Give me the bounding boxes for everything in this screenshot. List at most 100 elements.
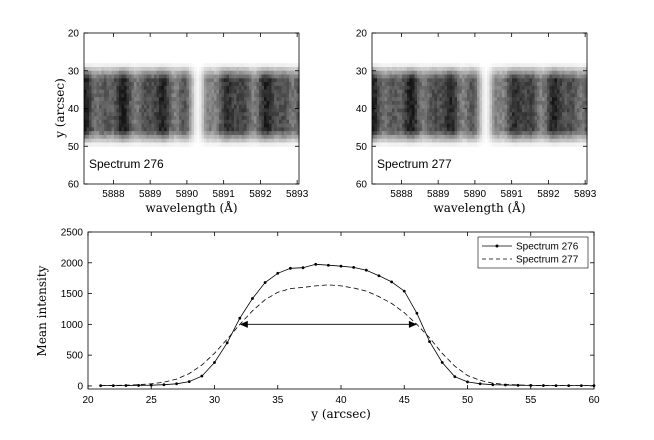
- heatmap-cell: [174, 100, 178, 106]
- heatmap-cell: [474, 131, 478, 136]
- series-line-spectrum-276: [100, 263, 594, 387]
- heatmap-cell: [271, 112, 275, 117]
- heatmap-cell: [572, 108, 576, 113]
- heatmap-cell: [537, 93, 541, 98]
- heatmap-cell: [504, 74, 508, 79]
- heatmap-cell: [169, 93, 173, 98]
- heatmap-cell: [276, 123, 280, 128]
- heatmap-cell: [156, 104, 160, 110]
- heatmap-cell: [532, 100, 536, 106]
- heatmap-cell: [429, 78, 433, 83]
- heatmap-cell: [131, 142, 135, 147]
- heatmap-cell: [254, 119, 258, 125]
- panel-label: Spectrum 276: [89, 157, 164, 171]
- heatmap-cell: [487, 66, 491, 72]
- heatmap-cell: [214, 97, 218, 102]
- heatmap-cell: [557, 70, 561, 76]
- heatmap-cell: [394, 104, 398, 110]
- heatmap-cell: [482, 112, 486, 117]
- heatmap-cell: [499, 97, 503, 102]
- heatmap-cell: [256, 142, 260, 147]
- heatmap-cell: [584, 108, 588, 113]
- heatmap-cell: [492, 108, 496, 113]
- heatmap-cell: [539, 89, 543, 94]
- heatmap-cell: [484, 97, 488, 102]
- heatmap-cell: [574, 134, 578, 140]
- heatmap-cell: [447, 131, 451, 136]
- heatmap-cell: [514, 78, 518, 83]
- heatmap-cell: [86, 138, 90, 144]
- heatmap-cell: [281, 74, 285, 79]
- heatmap-cell: [507, 123, 511, 128]
- heatmap-cell: [494, 112, 498, 117]
- heatmap-cell: [139, 116, 143, 121]
- heatmap-cell: [462, 127, 466, 132]
- heatmap-cell: [579, 119, 583, 125]
- heatmap-cell: [377, 123, 381, 128]
- heatmap-cell: [259, 134, 263, 140]
- heatmap-cell: [161, 85, 165, 91]
- heatmap-cell: [266, 112, 270, 117]
- x-tick-label: 40: [335, 395, 347, 406]
- heatmap-cell: [477, 131, 481, 136]
- heatmap-cell: [517, 100, 521, 106]
- heatmap-cell: [106, 108, 110, 113]
- heatmap-cell: [244, 70, 248, 76]
- heatmap-cell: [577, 116, 581, 121]
- heatmap-cell: [174, 97, 178, 102]
- heatmap-cell: [134, 138, 138, 144]
- heatmap-cell: [294, 131, 298, 136]
- heatmap-cell: [124, 138, 128, 144]
- heatmap-cell: [562, 63, 566, 68]
- heatmap-cell: [186, 108, 190, 113]
- heatmap-cell: [109, 104, 113, 110]
- heatmap-cell: [224, 70, 228, 76]
- heatmap-cell: [454, 104, 458, 110]
- heatmap-cell: [289, 82, 293, 87]
- heatmap-cell: [572, 134, 576, 140]
- heatmap-cell: [276, 119, 280, 125]
- heatmap-cell: [129, 74, 133, 79]
- heatmap-cell: [442, 89, 446, 94]
- heatmap-cell: [579, 89, 583, 94]
- heatmap-cell: [249, 138, 253, 144]
- heatmap-cell: [582, 74, 586, 79]
- heatmap-cell: [447, 74, 451, 79]
- heatmap-cell: [254, 112, 258, 117]
- heatmap-cell: [409, 82, 413, 87]
- heatmap-cell: [266, 85, 270, 91]
- heatmap-cell: [504, 116, 508, 121]
- heatmap-cell: [269, 127, 273, 132]
- heatmap-cell: [389, 119, 393, 125]
- heatmap-cell: [114, 82, 118, 87]
- heatmap-cell: [169, 104, 173, 110]
- heatmap-cell: [241, 63, 245, 68]
- heatmap-cell: [284, 138, 288, 144]
- heatmap-cell: [552, 93, 556, 98]
- heatmap-cell: [497, 131, 501, 136]
- heatmap-cell: [246, 89, 250, 94]
- heatmap-cell: [464, 119, 468, 125]
- heatmap-cell: [522, 123, 526, 128]
- heatmap-cell: [119, 138, 123, 144]
- heatmap-cell: [201, 66, 205, 72]
- heatmap-cell: [204, 78, 208, 83]
- heatmap-cell: [266, 123, 270, 128]
- heatmap-cell: [452, 89, 456, 94]
- heatmap-cell: [472, 70, 476, 76]
- heatmap-cell: [296, 89, 300, 94]
- y-tick-label: 20: [356, 29, 368, 40]
- heatmap-cell: [169, 74, 173, 79]
- heatmap-cell: [572, 142, 576, 147]
- heatmap-cell: [181, 108, 185, 113]
- y-tick-label: 60: [68, 180, 80, 191]
- heatmap-cell: [89, 74, 93, 79]
- heatmap-cell: [387, 66, 391, 72]
- heatmap-cell: [544, 100, 548, 106]
- heatmap-cell: [221, 104, 225, 110]
- heatmap-cell: [99, 134, 103, 140]
- data-point: [225, 341, 229, 345]
- heatmap-cell: [84, 89, 88, 94]
- arrow-head-left: [239, 320, 248, 328]
- heatmap-cell: [469, 78, 473, 83]
